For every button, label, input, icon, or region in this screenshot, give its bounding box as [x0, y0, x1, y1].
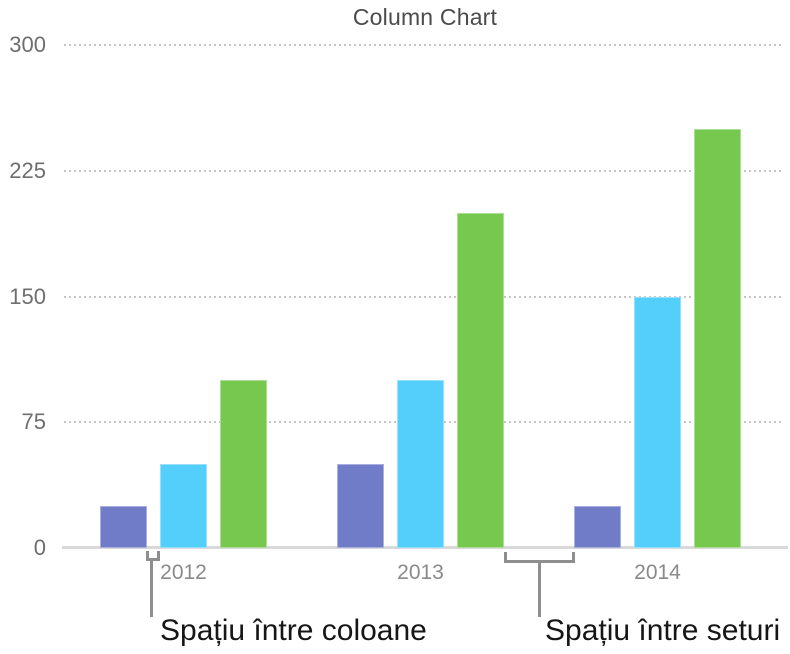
gridline-300 [64, 44, 782, 46]
y-tick-label-225: 225 [9, 157, 46, 183]
y-tick-label-150: 150 [9, 283, 46, 309]
bar-2012-purple [100, 506, 147, 548]
bar-2013-blue [397, 380, 444, 548]
bar-2012-blue [160, 464, 207, 548]
y-tick-label-75: 75 [21, 409, 46, 435]
gridline-225 [64, 169, 782, 172]
y-tick-label-0: 0 [33, 535, 46, 560]
bar-2014-blue [634, 296, 681, 548]
x-category-label-2014: 2014 [634, 561, 681, 584]
gridline-150 [64, 295, 782, 298]
x-category-label-2013: 2013 [397, 561, 444, 584]
columns-gap-callout-label: Spațiu între coloane [160, 614, 427, 647]
chart-title: Column Chart [352, 4, 498, 30]
sets-gap-callout-line [538, 560, 541, 617]
bar-2013-green [457, 212, 504, 548]
bar-2014-purple [574, 506, 621, 548]
y-tick-label-300: 300 [9, 32, 46, 57]
columns-gap-bracket-icon [146, 551, 160, 561]
bar-2013-purple [337, 464, 384, 548]
bar-2012-green [220, 380, 267, 548]
bar-2014-green [694, 128, 741, 548]
sets-gap-callout-label: Spațiu între seturi [545, 614, 781, 647]
columns-gap-callout-line [150, 558, 153, 617]
x-category-label-2012: 2012 [160, 561, 207, 584]
